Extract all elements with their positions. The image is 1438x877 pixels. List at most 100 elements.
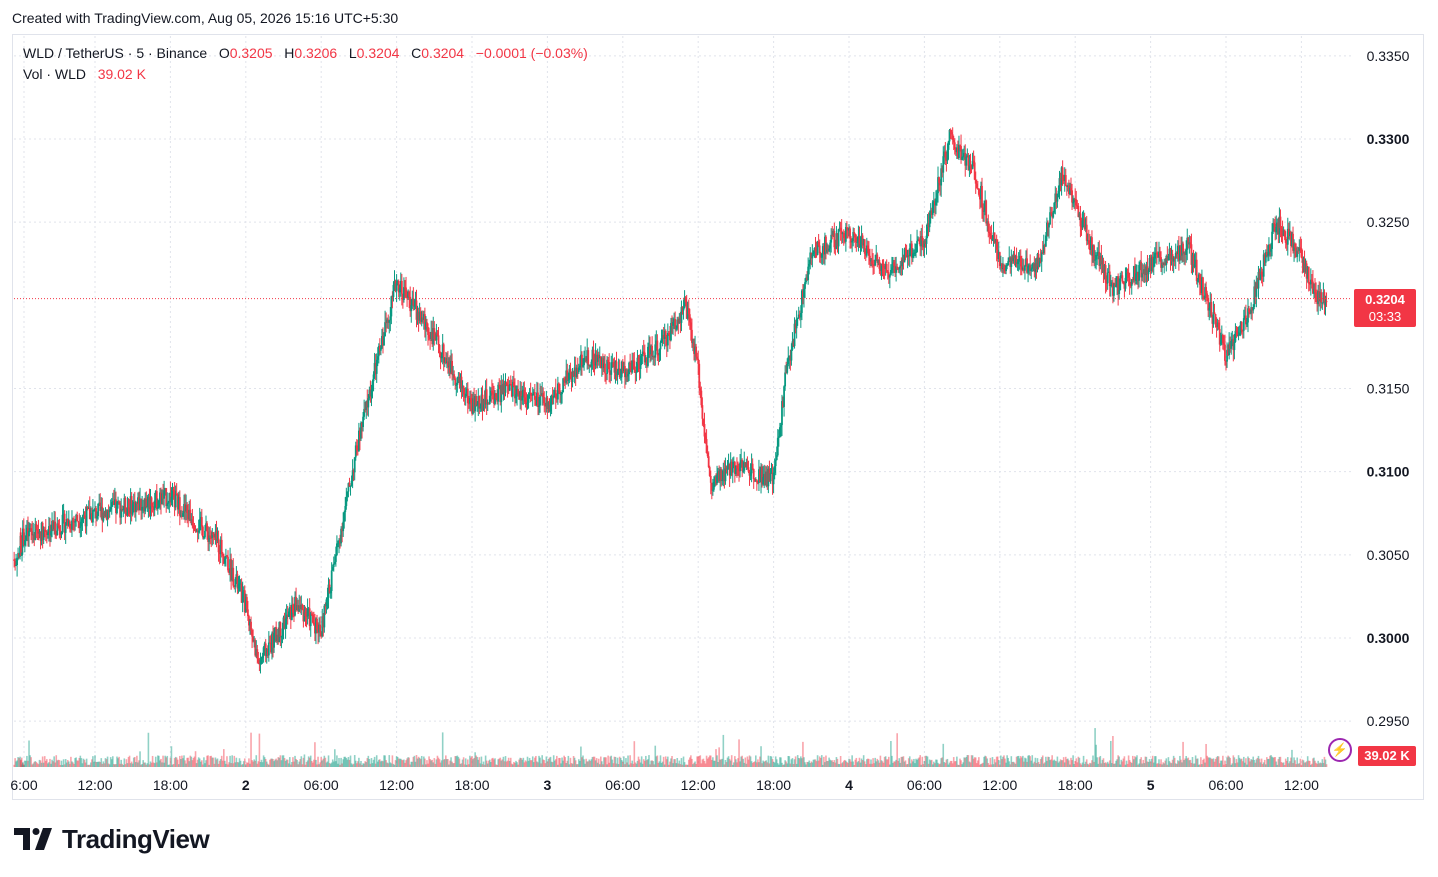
volume-bar — [1070, 757, 1072, 767]
candle-body — [13, 559, 16, 561]
candle-body — [1071, 190, 1073, 203]
x-tick-label: 12:00 — [379, 777, 414, 793]
candle-body — [262, 647, 265, 656]
volume-bar — [413, 755, 416, 767]
volume-bar — [328, 763, 331, 767]
candle-body — [336, 543, 338, 555]
tradingview-logo[interactable]: TradingView — [14, 822, 210, 856]
volume-bar — [143, 762, 146, 767]
candle-body — [304, 611, 307, 616]
volume-bar — [1253, 759, 1256, 767]
volume-bar — [1024, 757, 1026, 767]
volume-bar — [364, 761, 366, 767]
candle-body — [450, 360, 452, 373]
candle-body — [827, 249, 829, 251]
candle-body — [184, 504, 186, 512]
candle-body — [1107, 271, 1110, 273]
candle-body — [354, 445, 357, 458]
candle-body — [80, 521, 83, 527]
volume-bar — [964, 757, 967, 767]
candle-body — [1215, 324, 1218, 328]
candle-body — [618, 368, 621, 378]
volume-bar — [319, 762, 321, 767]
volume-bar — [1090, 763, 1092, 767]
candle-body — [563, 378, 566, 381]
candle-body — [980, 185, 982, 200]
candle-body — [916, 240, 918, 252]
volume-bar — [995, 756, 998, 767]
candle-body — [524, 397, 527, 402]
candle-body — [741, 460, 744, 471]
volume-bar — [667, 756, 669, 767]
candle-body — [543, 397, 546, 404]
candle-body — [898, 268, 901, 270]
volume-bar — [138, 760, 140, 767]
volume-bar — [507, 757, 510, 767]
candle-body — [1052, 212, 1055, 218]
candle-body — [922, 240, 925, 248]
candle-body — [1150, 256, 1153, 272]
candle-body — [128, 507, 131, 514]
volume-bar — [765, 760, 768, 767]
candle-body — [834, 247, 837, 250]
candle-body — [1239, 322, 1242, 333]
volume-bar — [1086, 763, 1089, 767]
candle-body — [457, 377, 460, 379]
volume-bar — [674, 759, 676, 767]
candle-body — [768, 468, 771, 482]
candle-body — [1012, 253, 1015, 262]
candle-body — [454, 378, 457, 386]
candle-body — [1166, 255, 1169, 261]
candle-body — [664, 330, 667, 337]
volume-bar — [362, 763, 364, 767]
candle-body — [987, 221, 990, 232]
candle-body — [705, 439, 708, 454]
volume-bar — [248, 758, 250, 767]
candle-body — [1142, 272, 1145, 274]
volume-bar — [1106, 761, 1109, 767]
volume-bar — [597, 758, 600, 767]
candle-body — [302, 609, 305, 622]
candle-body — [40, 522, 43, 541]
candle-body — [507, 385, 510, 391]
volume-bar — [282, 755, 285, 767]
candle-body — [364, 408, 367, 411]
candle-body — [852, 232, 855, 241]
volume-bar — [1209, 757, 1212, 767]
volume-bar — [1010, 756, 1013, 767]
candle-body — [200, 517, 203, 527]
volume-bar — [431, 759, 434, 767]
candle-body — [399, 280, 402, 289]
candle-body — [1074, 198, 1077, 200]
candle-body — [565, 370, 568, 383]
bar-countdown: 03:33 — [1368, 309, 1402, 324]
volume-bar — [587, 761, 590, 767]
candle-body — [87, 507, 90, 509]
candle-body — [1145, 266, 1148, 276]
volume-bar — [107, 763, 110, 767]
volume-bar — [224, 760, 226, 767]
candle-body — [517, 389, 519, 394]
candle-body — [644, 357, 647, 363]
lightning-icon[interactable]: ⚡ — [1328, 738, 1352, 762]
volume-bar — [896, 733, 898, 767]
x-tick-label: 12:00 — [77, 777, 112, 793]
candle-body — [614, 361, 617, 373]
candle-body — [331, 567, 334, 571]
volume-bar — [330, 762, 333, 767]
candle-body — [220, 539, 223, 554]
volume-bar — [37, 764, 40, 767]
candle-body — [527, 395, 530, 403]
volume-bar — [642, 759, 645, 767]
volume-bar — [1222, 755, 1224, 767]
candle-body — [973, 162, 976, 180]
volume-bar — [501, 759, 504, 767]
candle-body — [208, 535, 211, 542]
candle-body — [1260, 271, 1263, 275]
candle-body — [586, 350, 589, 362]
candle-body — [1072, 202, 1075, 204]
volume-bar — [605, 757, 607, 767]
candle-body — [243, 590, 246, 613]
candle-body — [390, 296, 393, 317]
